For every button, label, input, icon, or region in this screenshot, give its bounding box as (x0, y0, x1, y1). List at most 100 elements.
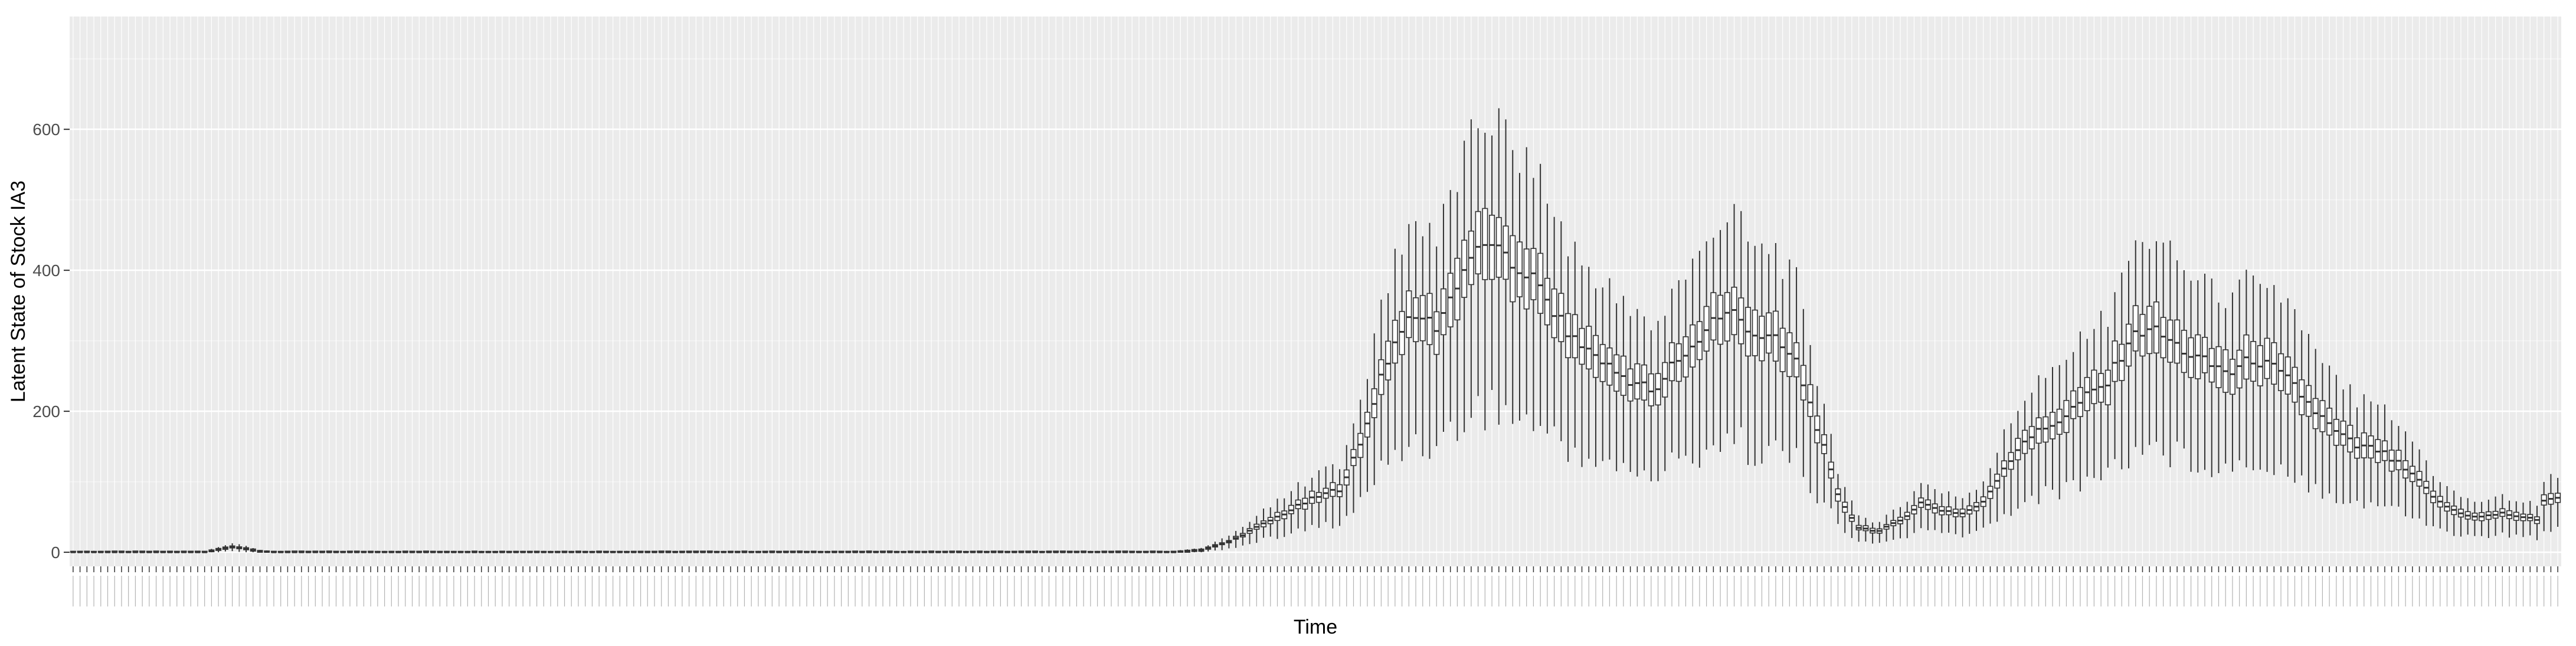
box-t310 (2208, 278, 2215, 477)
box-t196 (1419, 236, 1426, 457)
box-t92 (700, 550, 706, 553)
box-t43 (361, 550, 367, 553)
box-t75 (582, 550, 588, 553)
box-t264 (1890, 509, 1897, 540)
box-iqr (2160, 317, 2166, 359)
box-t111 (831, 550, 837, 553)
box-t330 (2347, 384, 2354, 504)
box-t344 (2444, 486, 2450, 532)
box-iqr (1433, 311, 1440, 355)
box-t18 (188, 550, 194, 553)
box-iqr (1489, 215, 1495, 280)
box-t275 (1966, 493, 1973, 534)
box-t237 (1703, 241, 1710, 450)
box-iqr (1779, 327, 1786, 372)
box-t141 (1039, 550, 1045, 553)
box-t206 (1489, 135, 1495, 390)
box-t79 (610, 550, 616, 553)
box-t143 (1053, 550, 1059, 553)
box-t287 (2049, 367, 2056, 490)
box-t305 (2174, 260, 2181, 442)
box-t15 (167, 550, 174, 553)
box-t303 (2160, 242, 2166, 456)
box-t183 (1330, 464, 1336, 529)
box-t133 (983, 550, 990, 553)
box-t346 (2457, 497, 2464, 537)
box-t268 (1918, 483, 1924, 529)
box-t360 (2555, 478, 2561, 527)
box-t36 (312, 550, 319, 553)
box-t171 (1246, 522, 1253, 545)
box-t154 (1129, 550, 1135, 553)
box-t283 (2022, 401, 2028, 503)
box-iqr (1378, 359, 1384, 395)
box-t100 (755, 550, 761, 553)
box-t214 (1544, 204, 1550, 434)
box-t123 (914, 550, 921, 553)
box-t352 (2499, 494, 2506, 533)
box-t224 (1613, 303, 1620, 471)
box-t244 (1752, 245, 1758, 466)
box-t3 (84, 550, 90, 553)
box-t320 (2278, 302, 2284, 465)
box-iqr (1586, 326, 1592, 370)
box-t278 (1987, 468, 1994, 524)
box-t42 (353, 550, 360, 553)
box-t47 (388, 550, 395, 553)
box-t122 (907, 550, 914, 553)
y-axis-title: Latent State of Stock IA3 (7, 181, 30, 402)
box-t220 (1586, 267, 1592, 459)
box-t10 (132, 550, 139, 553)
box-iqr (2305, 385, 2312, 417)
box-t207 (1495, 108, 1502, 425)
box-t48 (395, 550, 402, 553)
box-t297 (2119, 272, 2125, 470)
box-t33 (292, 550, 298, 553)
box-t89 (679, 550, 685, 553)
box-t300 (2139, 242, 2146, 455)
box-t267 (1911, 491, 1917, 533)
box-t152 (1115, 550, 1121, 553)
box-iqr (1634, 363, 1641, 400)
box-t288 (2056, 365, 2063, 500)
box-t190 (1378, 299, 1384, 461)
box-t97 (734, 550, 741, 553)
box-iqr (1717, 294, 1724, 345)
box-t5 (97, 550, 104, 553)
box-t20 (201, 550, 208, 553)
box-t270 (1932, 489, 1938, 530)
box-iqr (1440, 288, 1446, 336)
box-t44 (368, 550, 374, 553)
box-t202 (1461, 140, 1468, 432)
box-t32 (284, 550, 291, 553)
box-t104 (783, 550, 789, 553)
box-t304 (2167, 240, 2174, 468)
box-iqr (2153, 301, 2159, 354)
box-iqr (1544, 277, 1550, 326)
box-t116 (866, 550, 872, 553)
box-t197 (1426, 222, 1433, 459)
box-iqr (1406, 290, 1412, 339)
box-t356 (2527, 501, 2534, 536)
box-t102 (769, 550, 775, 553)
box-t61 (485, 550, 492, 553)
box-t160 (1170, 550, 1177, 553)
box-t332 (2361, 394, 2367, 509)
box-iqr (2250, 341, 2257, 382)
box-t298 (2125, 261, 2132, 468)
box-t204 (1475, 128, 1481, 396)
box-t273 (1952, 496, 1959, 534)
box-t343 (2437, 482, 2443, 529)
box-t84 (644, 550, 651, 553)
box-t54 (437, 550, 443, 553)
box-t349 (2479, 501, 2485, 536)
box-t337 (2395, 425, 2402, 507)
box-iqr (2112, 340, 2118, 382)
box-t226 (1627, 316, 1634, 472)
box-t13 (153, 550, 159, 553)
box-t315 (2243, 270, 2250, 468)
box-t314 (2236, 279, 2243, 461)
box-t148 (1087, 550, 1094, 553)
box-t140 (1032, 550, 1039, 553)
